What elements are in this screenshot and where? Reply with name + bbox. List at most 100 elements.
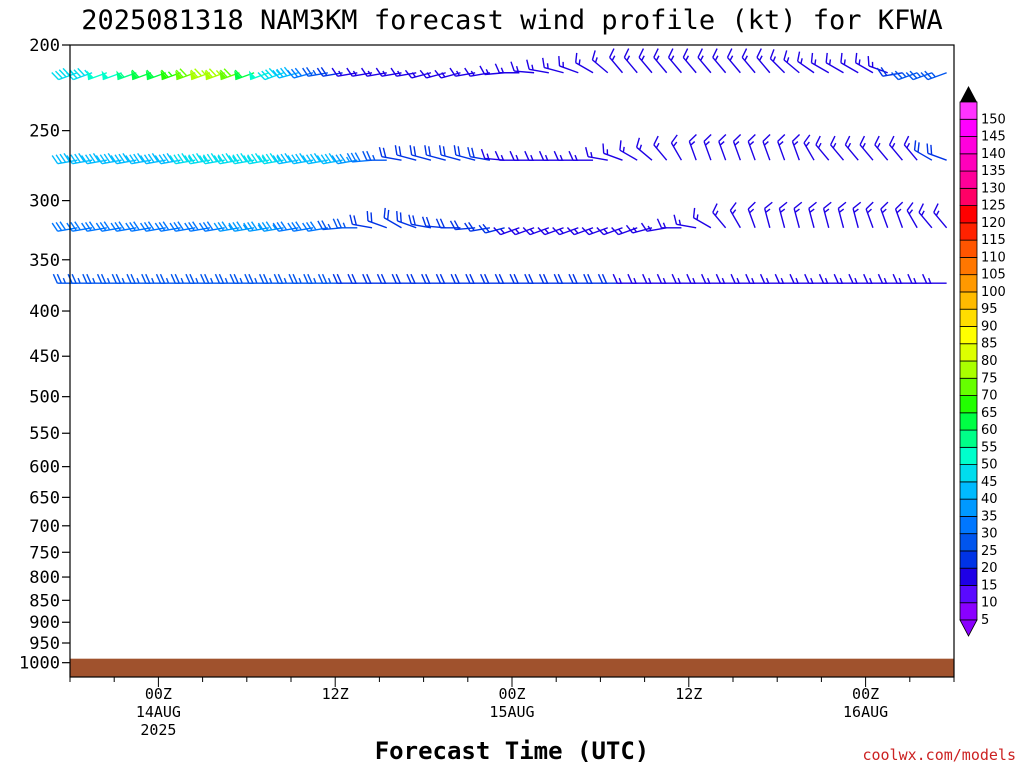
wind-barb [837,201,847,228]
colorbar-cell [959,533,978,552]
y-tick-label: 1000 [19,654,60,674]
colorbar-label: 65 [981,406,998,421]
colorbar-cell [959,602,978,621]
colorbar-cell [959,187,978,206]
wind-barb [316,66,343,77]
colorbar-cell [959,205,978,224]
wind-barb [926,143,947,161]
colorbar-label: 35 [981,509,998,524]
wind-barb [396,211,417,229]
wind-barb [419,69,446,79]
wind-barb [510,61,535,74]
wind-barb [783,50,800,74]
wind-barb [712,48,727,74]
colorbar-cell [959,170,978,189]
wind-barb [729,202,741,229]
wind-barb [747,134,756,161]
wind-barb [302,221,328,232]
wind-barb [830,135,845,161]
colorbar-cell [959,274,978,293]
wind-barb [394,145,417,161]
wind-barb [585,146,608,161]
wind-barb [366,211,388,229]
wind-barb [507,227,535,236]
colorbar-label: 150 [981,112,1006,127]
chart-title: 2025081318 NAM3KM forecast wind profile … [81,5,943,36]
speed-colorbar: 5 10 15 20 25 30 35 40 45 50 55 60 65 70 75 80 85 90 95 100… [959,86,1006,637]
y-tick-label: 950 [29,634,60,654]
colorbar-label: 80 [981,354,998,369]
wind-barb [852,201,862,228]
colorbar-label: 70 [981,389,998,404]
colorbar-label: 30 [981,527,998,542]
wind-barb [111,273,137,284]
wind-barbs [51,48,948,284]
colorbar-cell [959,343,978,362]
wind-barb [688,134,697,161]
ground-fill [70,658,954,677]
wind-barb [825,52,844,74]
x-tick-label: 15AUG [489,703,534,721]
wind-barb [756,48,771,74]
wind-barb [390,67,417,77]
wind-barb [552,227,579,236]
colorbar-cell [959,222,978,241]
wind-barb [859,135,874,161]
wind-barb [712,203,727,229]
colorbar-cell [959,464,978,483]
colorbar-cell [959,360,978,379]
colorbar-cell [959,516,978,535]
ground-layer [70,658,954,677]
colorbar-label: 15 [981,578,998,593]
wind-barb [198,153,225,165]
wind-barb [435,218,461,229]
wind-barb [874,135,889,161]
wind-barb [913,140,933,161]
wind-barb [248,70,270,81]
colorbar-label: 60 [981,423,998,438]
wind-barb [903,135,918,161]
wind-barb [854,52,874,74]
colorbar-label: 110 [981,250,1006,265]
plot-frame [69,44,955,678]
wind-barb [494,63,520,74]
wind-barb [791,134,801,161]
y-tick-label: 250 [29,122,60,142]
wind-barb [464,221,491,232]
wind-barb [378,146,402,161]
y-tick-label: 200 [29,36,60,56]
colorbar-cell [959,239,978,258]
wind-barb [619,140,638,161]
wind-barb [272,153,299,165]
colorbar-label: 115 [981,233,1006,248]
colorbar-label: 50 [981,458,998,473]
wind-barb [537,227,564,236]
wind-barb [653,135,668,161]
colorbar-cell [959,446,978,466]
wind-barb [692,207,712,229]
wind-barb [880,201,889,229]
wind-barb [769,49,786,74]
colorbar-label: 75 [981,371,998,386]
colorbar-bottom-arrow [959,619,978,637]
wind-barb [480,148,505,161]
wind-barb [464,67,491,77]
wind-barb [653,48,668,74]
colorbar-label: 125 [981,199,1006,214]
y-tick-label: 350 [29,251,60,271]
wind-barb [566,227,594,236]
wind-barb [244,273,269,284]
wind-barb [449,220,476,231]
wind-barb [844,135,859,161]
wind-barb [346,67,373,77]
colorbar-cell [959,429,978,448]
y-tick-label: 800 [29,568,60,588]
colorbar-cell [959,136,978,155]
wind-barb [602,143,623,161]
wind-barb [673,214,697,229]
wind-barb [349,214,373,229]
wind-barb [421,216,446,229]
wind-barb [718,134,727,161]
wind-barb [169,153,196,165]
